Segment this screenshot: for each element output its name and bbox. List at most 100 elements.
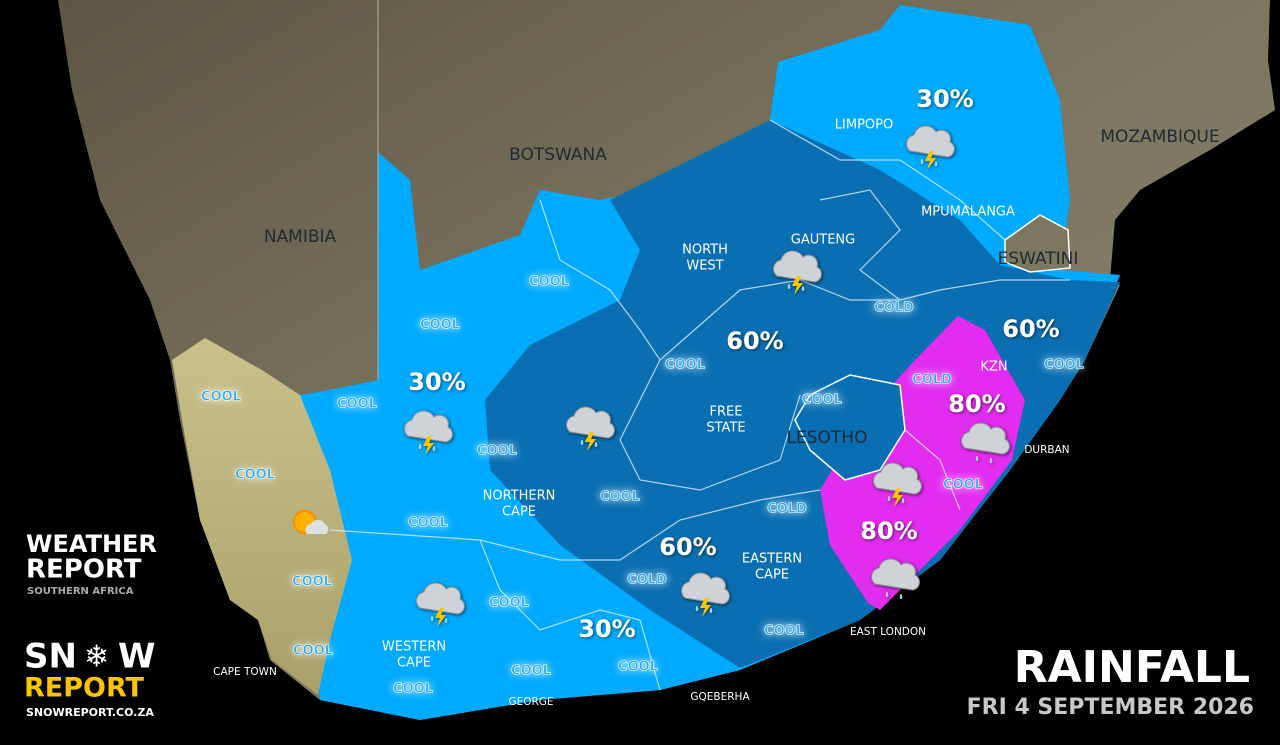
province-label: CAPE bbox=[755, 568, 789, 583]
temperature-label: COOL bbox=[393, 682, 433, 697]
raindrop bbox=[594, 441, 598, 448]
raindrop bbox=[989, 457, 993, 464]
weather-icon bbox=[404, 410, 453, 455]
cloud bbox=[871, 558, 920, 591]
cloud bbox=[681, 572, 730, 605]
raindrop bbox=[901, 497, 905, 504]
city-label: GQEBERHA bbox=[690, 691, 750, 703]
raindrop bbox=[418, 443, 422, 450]
raindrop bbox=[885, 591, 889, 598]
cloud bbox=[305, 519, 329, 534]
snowflake: ❄ bbox=[84, 640, 109, 675]
temperature-label: COOL bbox=[292, 575, 332, 590]
borders bbox=[329, 0, 1070, 691]
province-label: NORTH bbox=[682, 243, 728, 258]
brand-sn: SN bbox=[24, 637, 77, 677]
temperature-label: COLD bbox=[874, 301, 914, 316]
cloud bbox=[961, 422, 1010, 455]
cloud bbox=[416, 582, 465, 615]
cloud bbox=[873, 462, 922, 495]
temperature-label: COOL bbox=[511, 664, 551, 679]
sun-icon bbox=[293, 510, 329, 534]
eswatini bbox=[1004, 214, 1071, 273]
temperature-label: COOL bbox=[764, 624, 804, 639]
country-label: NAMIBIA bbox=[264, 227, 337, 247]
weather-icon bbox=[566, 406, 615, 451]
country-label: BOTSWANA bbox=[509, 145, 607, 165]
temperature-label: COOL bbox=[665, 358, 705, 373]
lightning bbox=[892, 488, 903, 507]
lightning bbox=[585, 432, 596, 451]
rain-chance: 60% bbox=[1002, 315, 1059, 343]
cloud bbox=[906, 125, 955, 158]
province-label: MPUMALANGA bbox=[921, 205, 1015, 220]
weather-icon bbox=[773, 250, 822, 295]
lesotho bbox=[794, 374, 906, 481]
province-label: LIMPOPO bbox=[835, 118, 893, 133]
raindrop bbox=[430, 615, 434, 622]
date: FRI 4 SEPTEMBER 2026 bbox=[967, 695, 1254, 720]
raindrop bbox=[899, 593, 903, 600]
raindrop bbox=[787, 283, 791, 290]
raindrop bbox=[695, 605, 699, 612]
cloud bbox=[773, 250, 822, 283]
raindrop bbox=[934, 160, 938, 167]
city-label: DURBAN bbox=[1024, 444, 1069, 456]
temperature-label: COOL bbox=[489, 596, 529, 611]
brand-snow-report: REPORT bbox=[24, 673, 145, 704]
city-label: GEORGE bbox=[508, 696, 553, 708]
city-label: CAPE TOWN bbox=[213, 666, 277, 678]
province-label: STATE bbox=[706, 421, 745, 436]
temperature-label: COOL bbox=[201, 390, 241, 405]
dark-band bbox=[485, 120, 1120, 668]
lightning bbox=[435, 608, 446, 627]
raindrop bbox=[709, 607, 713, 614]
province-label: GAUTENG bbox=[791, 233, 855, 248]
lightning bbox=[925, 151, 936, 170]
lightning bbox=[423, 436, 434, 455]
province-label: EASTERN bbox=[742, 552, 802, 567]
brand-url: SNOWREPORT.CO.ZA bbox=[26, 706, 154, 719]
brand-report: REPORT bbox=[26, 555, 142, 585]
raindrop bbox=[580, 439, 584, 446]
raindrop bbox=[975, 455, 979, 462]
rain-chance: 80% bbox=[860, 517, 917, 545]
weather-icon bbox=[681, 572, 730, 617]
temperature-label: COOL bbox=[235, 468, 275, 483]
temperature-label: COOL bbox=[293, 644, 333, 659]
raindrop bbox=[801, 285, 805, 292]
temperature-label: COOL bbox=[943, 478, 983, 493]
brand-w: W bbox=[118, 637, 156, 677]
rain-chance: 60% bbox=[659, 533, 716, 561]
temperature-label: COLD bbox=[767, 502, 807, 517]
temperature-label: COOL bbox=[802, 393, 842, 408]
province-label: CAPE bbox=[502, 505, 536, 520]
temperature-label: COOL bbox=[618, 660, 658, 675]
temperature-label: COOL bbox=[600, 490, 640, 505]
province-label: WESTERN bbox=[382, 640, 446, 655]
rain-chance: 30% bbox=[916, 85, 973, 113]
province-label: CAPE bbox=[397, 656, 431, 671]
country-label: MOZAMBIQUE bbox=[1100, 127, 1219, 147]
raindrop bbox=[444, 617, 448, 624]
rain-chance: 30% bbox=[408, 368, 465, 396]
lightning bbox=[700, 598, 711, 617]
province-label: WEST bbox=[686, 259, 723, 274]
brand-region: SOUTHERN AFRICA bbox=[27, 586, 134, 597]
rain-chance: 30% bbox=[578, 615, 635, 643]
rain-chance: 60% bbox=[726, 327, 783, 355]
rain-chance: 80% bbox=[948, 390, 1005, 418]
raindrop bbox=[920, 158, 924, 165]
high-rain-zone bbox=[820, 316, 1025, 610]
temperature-label: COOL bbox=[408, 516, 448, 531]
weather-icon bbox=[961, 422, 1010, 464]
temperature-label: COOL bbox=[337, 397, 377, 412]
weather-icon bbox=[873, 462, 922, 507]
cloud bbox=[404, 410, 453, 443]
brand-weather: WEATHER bbox=[26, 530, 157, 558]
city-label: EAST LONDON bbox=[850, 626, 926, 638]
province-label: NORTHERN bbox=[483, 489, 556, 504]
temperature-label: COLD bbox=[912, 373, 952, 388]
temperature-label: COOL bbox=[1044, 358, 1084, 373]
